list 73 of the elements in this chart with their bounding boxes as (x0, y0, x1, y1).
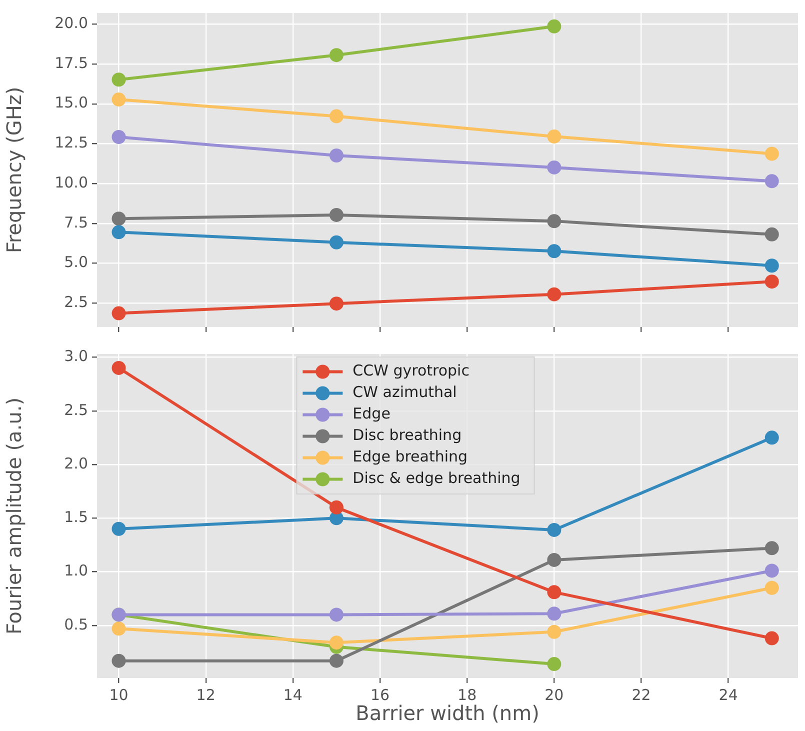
point (329, 654, 344, 668)
point (112, 622, 126, 636)
point (112, 654, 126, 668)
x-tick-label: 12 (196, 686, 216, 704)
legend-label: CW azimuthal (352, 383, 457, 402)
x-tick-label: 20 (544, 686, 564, 704)
y-axis-title: Frequency (GHz) (2, 86, 26, 254)
point (764, 174, 779, 188)
point (547, 585, 562, 600)
x-tick-label: 16 (370, 686, 390, 704)
point (764, 258, 779, 273)
y-tick-label: 5.0 (64, 253, 88, 272)
point (764, 564, 779, 578)
point (764, 146, 779, 161)
x-axis-title: Barrier width (nm) (356, 701, 540, 726)
x-tick-label: 24 (718, 686, 738, 704)
point (547, 522, 562, 537)
point (329, 636, 344, 650)
y-tick-label: 20.0 (54, 14, 88, 32)
legend-label: Disc & edge breathing (352, 469, 520, 488)
point (547, 624, 562, 639)
point (547, 657, 562, 672)
point (764, 274, 779, 289)
y-axis-title: Fourier amplitude (a.u.) (2, 397, 26, 635)
point (112, 225, 126, 240)
point (547, 606, 562, 621)
point (547, 552, 562, 567)
y-tick-label: 15.0 (54, 94, 88, 112)
point (547, 244, 562, 258)
legend-label: Disc breathing (352, 426, 462, 444)
y-tick-label: 3.0 (64, 347, 88, 366)
y-tick-label: 0.5 (64, 615, 88, 634)
point (764, 227, 779, 242)
point (547, 19, 562, 34)
y-tick-label: 1.5 (64, 508, 88, 526)
point (112, 522, 126, 536)
point (329, 48, 344, 62)
y-tick-label: 2.0 (64, 454, 88, 472)
point (547, 160, 562, 174)
point (329, 148, 344, 162)
point (547, 214, 562, 228)
point (547, 130, 562, 144)
y-tick-label: 17.5 (54, 54, 88, 72)
point (329, 235, 344, 250)
legend-label: Edge breathing (352, 448, 468, 466)
point (764, 580, 779, 595)
legend-label: Edge (352, 404, 390, 423)
x-tick-label: 22 (632, 686, 651, 704)
y-tick-label: 7.5 (64, 213, 88, 232)
point (112, 72, 126, 87)
point (329, 500, 344, 514)
point (764, 631, 779, 646)
point (112, 92, 126, 107)
y-tick-label: 1.0 (64, 562, 88, 580)
point (112, 306, 126, 320)
x-tick-label: 10 (109, 686, 128, 704)
point (547, 287, 562, 302)
point (329, 296, 344, 311)
point (112, 360, 126, 375)
point (764, 430, 779, 445)
y-tick-label: 12.5 (54, 134, 88, 152)
point (112, 130, 126, 144)
point (764, 541, 779, 556)
point (112, 212, 126, 226)
y-tick-label: 2.5 (64, 400, 88, 419)
y-tick-label: 2.5 (64, 292, 88, 311)
point (329, 208, 344, 222)
point (329, 109, 344, 124)
x-tick-label: 18 (458, 686, 477, 704)
y-tick-label: 10.0 (54, 173, 88, 192)
legend-label: CCW gyrotropic (352, 362, 470, 380)
x-tick-label: 14 (283, 686, 302, 704)
point (329, 608, 344, 622)
